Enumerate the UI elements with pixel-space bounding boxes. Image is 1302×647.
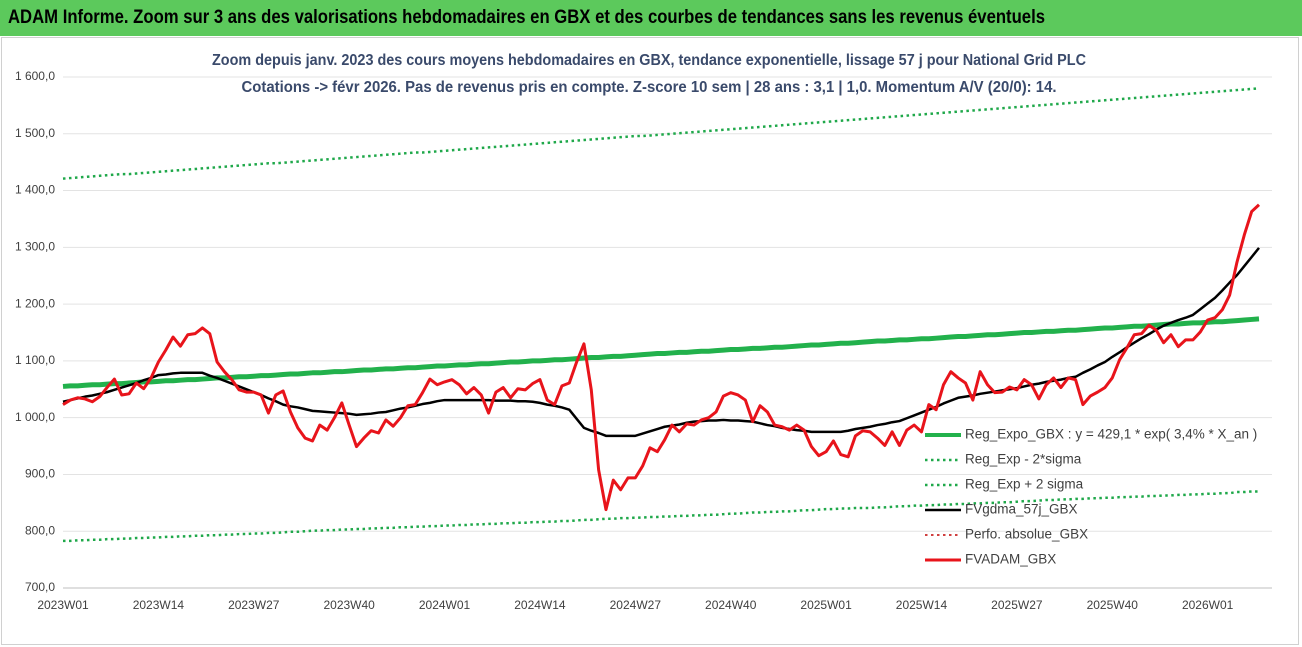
x-tick-label: 2023W40 (323, 598, 375, 612)
y-tick-label: 1 200,0 (15, 296, 55, 310)
title-background (205, 46, 1095, 102)
legend-label: Reg_Exp + 2 sigma (965, 477, 1084, 492)
chart-title: Zoom depuis janv. 2023 des cours moyens … (212, 52, 1086, 69)
x-tick-label: 2023W14 (133, 598, 185, 612)
legend: Reg_Expo_GBX : y = 429,1 * exp( 3,4% * X… (925, 427, 1257, 567)
y-tick-label: 1 100,0 (15, 353, 55, 367)
legend-label: Reg_Exp - 2*sigma (965, 452, 1082, 467)
y-tick-label: 1 500,0 (15, 126, 55, 140)
series-line (62, 247, 1260, 438)
y-tick-label: 700,0 (25, 580, 55, 594)
x-tick-label: 2024W40 (705, 598, 757, 612)
plot (62, 87, 1261, 543)
series-line (63, 490, 1259, 543)
x-tick-label: 2025W27 (991, 598, 1043, 612)
y-tick-label: 1 000,0 (15, 410, 55, 424)
y-tick-label: 1 600,0 (15, 69, 55, 83)
x-tick-label: 2024W27 (610, 598, 662, 612)
x-tick-label: 2025W40 (1087, 598, 1139, 612)
legend-label: FVADAM_GBX (965, 552, 1056, 567)
series-line (62, 203, 1261, 512)
chart-border (1, 37, 1299, 645)
legend-label: Reg_Expo_GBX : y = 429,1 * exp( 3,4% * X… (965, 427, 1257, 442)
x-tick-label: 2023W27 (228, 598, 280, 612)
legend-label: FVgdma_57j_GBX (965, 502, 1078, 517)
legend-label: Perfo. absolue_GBX (965, 527, 1088, 542)
header-title: ADAM Informe. Zoom sur 3 ans des valoris… (8, 7, 1045, 28)
x-tick-label: 2024W01 (419, 598, 471, 612)
y-tick-label: 1 300,0 (15, 240, 55, 254)
x-tick-label: 2026W01 (1182, 598, 1234, 612)
x-tick-label: 2025W01 (800, 598, 852, 612)
y-tick-label: 900,0 (25, 467, 55, 481)
x-tick-label: 2024W14 (514, 598, 566, 612)
y-tick-label: 800,0 (25, 523, 55, 537)
header-bar (0, 0, 1302, 36)
chart-subtitle: Cotations -> févr 2026. Pas de revenus p… (242, 79, 1057, 96)
x-tick-label: 2025W14 (896, 598, 948, 612)
series-line (62, 87, 1260, 180)
x-tick-label: 2023W01 (37, 598, 89, 612)
grid: 700,0 800,0 900,0 1 000,0 1 100,0 1 200,0 1 30… (15, 69, 1272, 612)
series-line (62, 316, 1260, 389)
y-tick-label: 1 400,0 (15, 183, 55, 197)
